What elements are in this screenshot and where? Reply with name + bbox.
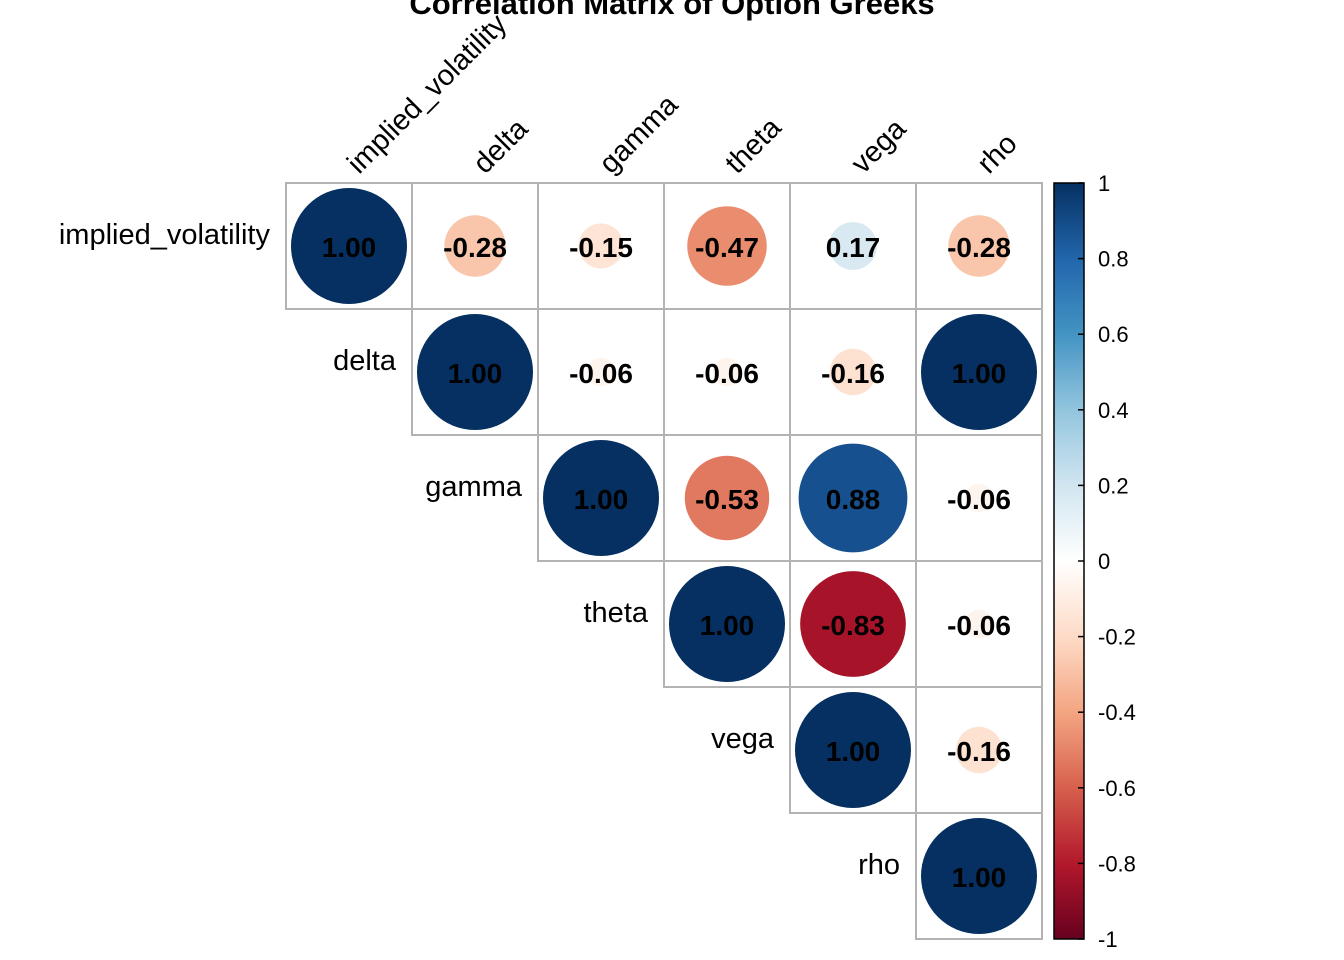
correlation-value-label: -0.47	[695, 232, 759, 263]
matrix-cells: 1.00 -0.28 -0.15 -0.47 0.17 -0.28 1.00 -0.06 -0.…	[291, 188, 1037, 934]
correlation-circle	[444, 215, 506, 277]
colorbar-tick-label: 0.2	[1098, 473, 1129, 498]
correlation-value-label: -0.06	[695, 358, 759, 389]
correlation-value-label: -0.06	[569, 358, 633, 389]
row-label: rho	[858, 849, 900, 881]
correlation-value-label: 1.00	[826, 736, 881, 767]
correlation-value-label: -0.28	[947, 232, 1011, 263]
column-label: gamma	[593, 88, 685, 180]
row-label: vega	[711, 723, 775, 755]
correlation-circle	[578, 223, 624, 269]
colorbar-tick-label: 0.4	[1098, 398, 1129, 423]
correlation-circle	[712, 357, 742, 387]
correlation-value-label: 0.88	[826, 484, 881, 515]
colorbar-tick-label: -0.2	[1098, 625, 1136, 650]
correlation-circle	[964, 483, 994, 513]
correlation-circle	[586, 357, 616, 387]
matrix-grid	[285, 182, 1043, 940]
row-label: gamma	[425, 471, 523, 503]
correlation-value-label: -0.06	[947, 484, 1011, 515]
correlation-circle	[543, 440, 659, 556]
colorbar-tick-label: -0.6	[1098, 776, 1136, 801]
correlation-value-label: 1.00	[952, 358, 1007, 389]
colorbar-tick-label: -1	[1098, 927, 1118, 952]
column-label: theta	[719, 111, 788, 180]
correlation-circle	[964, 609, 994, 639]
correlation-value-label: 1.00	[322, 232, 377, 263]
row-label: delta	[333, 345, 397, 377]
chart-title: Correlation Matrix of Option Greeks	[409, 0, 934, 21]
column-label: vega	[845, 112, 913, 180]
correlation-circle	[829, 222, 877, 270]
correlation-circle	[955, 726, 1003, 774]
colorbar-tick-label: 0.6	[1098, 322, 1129, 347]
correlation-value-label: -0.16	[821, 358, 885, 389]
correlation-value-label: 1.00	[700, 610, 755, 641]
column-label: delta	[467, 112, 535, 180]
correlation-value-label: -0.06	[947, 610, 1011, 641]
correlation-value-label: -0.15	[569, 232, 633, 263]
column-label: rho	[971, 128, 1023, 180]
colorbar-tick-label: 0	[1098, 549, 1110, 574]
colorbar-tick-label: -0.4	[1098, 700, 1136, 725]
grid-cell	[915, 812, 1043, 940]
correlation-circle	[795, 692, 911, 808]
correlation-circle	[687, 206, 767, 286]
correlation-value-label: -0.28	[443, 232, 507, 263]
correlation-circle	[669, 566, 785, 682]
correlation-value-label: -0.53	[695, 484, 759, 515]
correlation-circle	[798, 443, 908, 553]
correlation-value-label: 0.17	[826, 232, 881, 263]
colorbar-tick-label: 0.8	[1098, 247, 1129, 272]
correlation-circle	[948, 215, 1010, 277]
row-label: theta	[584, 597, 649, 629]
correlation-value-label: 1.00	[448, 358, 503, 389]
correlation-value-label: 1.00	[574, 484, 629, 515]
colorbar-tick-label: -0.8	[1098, 851, 1136, 876]
correlation-circle	[291, 188, 407, 304]
correlation-value-label: -0.83	[821, 610, 885, 641]
correlation-circle	[921, 818, 1037, 934]
correlation-value-label: 1.00	[952, 862, 1007, 893]
correlation-circle	[800, 571, 906, 677]
correlation-circle	[417, 314, 533, 430]
correlation-circle	[829, 348, 877, 396]
correlation-value-label: -0.16	[947, 736, 1011, 767]
correlation-circle	[921, 314, 1037, 430]
row-label: implied_volatility	[59, 219, 271, 251]
colorbar-tick-label: 1	[1098, 171, 1110, 196]
correlation-circle	[684, 455, 770, 541]
colorbar: 1 0.8 0.6 0.4 0.2 0 -0.2 -0.4 -0.6 -0.8 -1	[1053, 171, 1136, 952]
